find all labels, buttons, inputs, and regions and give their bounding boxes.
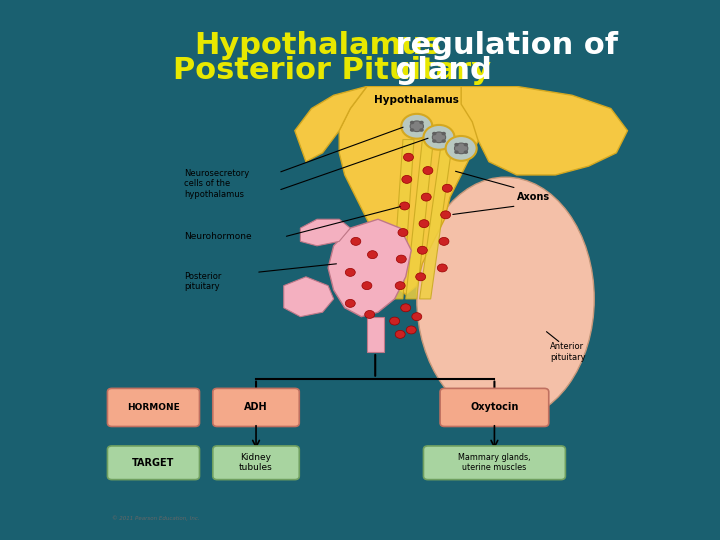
Circle shape <box>464 150 468 154</box>
Circle shape <box>454 150 459 154</box>
Circle shape <box>403 153 413 161</box>
Circle shape <box>419 121 424 124</box>
Text: ADH: ADH <box>244 402 268 413</box>
Text: HORMONE: HORMONE <box>127 403 180 412</box>
Text: Hypothalamus: Hypothalamus <box>194 31 441 60</box>
FancyBboxPatch shape <box>107 388 199 427</box>
Circle shape <box>395 282 405 289</box>
Circle shape <box>400 202 410 210</box>
Circle shape <box>415 273 426 281</box>
Circle shape <box>398 228 408 237</box>
Circle shape <box>365 310 374 319</box>
Circle shape <box>421 193 431 201</box>
Circle shape <box>346 268 355 276</box>
Text: Posterior Pituitary: Posterior Pituitary <box>173 56 491 85</box>
Text: © 2011 Pearson Education, Inc.: © 2011 Pearson Education, Inc. <box>112 515 199 521</box>
Circle shape <box>412 313 422 321</box>
Circle shape <box>432 132 446 143</box>
Circle shape <box>454 143 459 146</box>
FancyBboxPatch shape <box>423 446 565 480</box>
Circle shape <box>432 132 436 136</box>
Circle shape <box>419 128 424 132</box>
Text: gland: gland <box>385 56 492 85</box>
Circle shape <box>432 139 436 143</box>
Circle shape <box>464 143 468 146</box>
Circle shape <box>390 317 400 325</box>
Circle shape <box>442 184 452 192</box>
Circle shape <box>362 282 372 289</box>
Polygon shape <box>295 86 367 161</box>
Circle shape <box>418 246 428 254</box>
Circle shape <box>410 128 414 132</box>
FancyBboxPatch shape <box>213 388 300 427</box>
Circle shape <box>423 166 433 174</box>
Polygon shape <box>339 86 483 294</box>
FancyBboxPatch shape <box>440 388 549 427</box>
Circle shape <box>346 299 355 307</box>
Polygon shape <box>420 139 453 299</box>
Circle shape <box>396 255 406 263</box>
Circle shape <box>446 136 477 161</box>
Circle shape <box>419 220 429 228</box>
Polygon shape <box>462 86 628 175</box>
Text: Axons: Axons <box>517 192 550 202</box>
FancyBboxPatch shape <box>213 446 300 480</box>
Circle shape <box>367 251 377 259</box>
Circle shape <box>351 238 361 245</box>
Circle shape <box>437 264 447 272</box>
Text: Hypothalamus: Hypothalamus <box>374 94 459 105</box>
Polygon shape <box>406 139 433 299</box>
Circle shape <box>441 139 446 143</box>
Polygon shape <box>367 316 384 352</box>
FancyBboxPatch shape <box>107 446 199 480</box>
Text: TARGET: TARGET <box>132 458 175 468</box>
Circle shape <box>439 238 449 245</box>
Text: regulation of: regulation of <box>385 31 618 60</box>
Polygon shape <box>300 219 351 246</box>
Text: Oxytocin: Oxytocin <box>470 402 518 413</box>
Text: Neurosecretory
cells of the
hypothalamus: Neurosecretory cells of the hypothalamus <box>184 169 249 199</box>
Circle shape <box>454 143 468 154</box>
Circle shape <box>395 330 405 339</box>
Ellipse shape <box>417 177 594 421</box>
Polygon shape <box>284 277 333 316</box>
Circle shape <box>441 132 446 136</box>
Text: Neurohormone: Neurohormone <box>184 232 251 241</box>
Text: Mammary glands,
uterine muscles: Mammary glands, uterine muscles <box>458 453 531 472</box>
Circle shape <box>410 121 414 124</box>
Circle shape <box>401 304 410 312</box>
Circle shape <box>423 125 454 150</box>
Text: Anterior
pituitary: Anterior pituitary <box>550 342 585 362</box>
Circle shape <box>402 176 412 184</box>
Circle shape <box>406 326 416 334</box>
Circle shape <box>410 121 423 132</box>
Circle shape <box>441 211 451 219</box>
Polygon shape <box>392 139 414 299</box>
Circle shape <box>401 114 432 139</box>
Polygon shape <box>328 219 411 316</box>
Text: Posterior
pituitary: Posterior pituitary <box>184 272 221 291</box>
Text: Kidney
tubules: Kidney tubules <box>239 453 273 472</box>
